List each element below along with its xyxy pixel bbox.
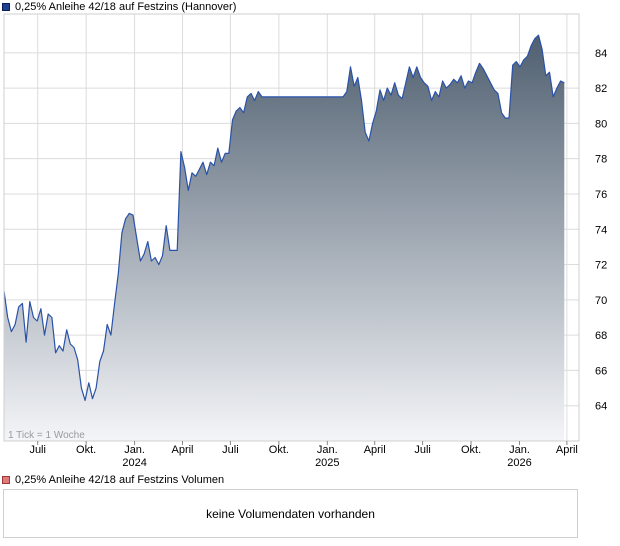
x-tick-label: Juli [222,444,239,456]
volume-legend-label: 0,25% Anleihe 42/18 auf Festzins Volumen [15,474,225,486]
y-tick-label: 70 [595,295,607,307]
volume-empty-message: keine Volumendaten vorhanden [206,506,375,521]
y-tick-label: 72 [595,260,607,272]
x-tick-label: Jan. [317,444,338,456]
y-tick-label: 74 [595,224,607,236]
x-tick-label: Okt. [269,444,289,456]
x-tick-year: 2025 [315,457,339,469]
x-tick-label: Jan. [509,444,530,456]
x-tick-label: Okt. [461,444,481,456]
x-tick-label: April [556,444,578,456]
y-tick-label: 64 [595,401,607,413]
y-tick-label: 84 [595,48,607,60]
y-tick-label: 76 [595,189,607,201]
y-tick-label: 68 [595,330,607,342]
x-tick-label: April [364,444,386,456]
series-line [4,34,565,401]
x-tick-label: Juli [29,444,46,456]
x-tick-year: 2024 [122,457,146,469]
volume-legend: 0,25% Anleihe 42/18 auf Festzins Volumen [2,473,224,487]
series-area [4,35,565,441]
y-tick-label: 80 [595,118,607,130]
y-tick-label: 82 [595,83,607,95]
plot-frame [3,13,580,442]
price-legend-label: 0,25% Anleihe 42/18 auf Festzins (Hannov… [15,1,237,13]
x-tick-label: Juli [414,444,431,456]
x-tick-label: Okt. [76,444,96,456]
series-swatch-icon [2,3,10,11]
x-tick-label: April [171,444,193,456]
y-axis: 64 66 68 70 72 74 76 78 80 82 84 [595,48,607,413]
y-tick-label: 66 [595,365,607,377]
price-legend: 0,25% Anleihe 42/18 auf Festzins (Hannov… [2,0,236,14]
tick-note: 1 Tick = 1 Woche [8,430,85,441]
x-tick-year: 2026 [507,457,531,469]
x-tick-label: Jan. [124,444,145,456]
y-tick-label: 78 [595,154,607,166]
volume-swatch-icon [2,476,10,484]
volume-panel: keine Volumendaten vorhanden [3,489,578,538]
